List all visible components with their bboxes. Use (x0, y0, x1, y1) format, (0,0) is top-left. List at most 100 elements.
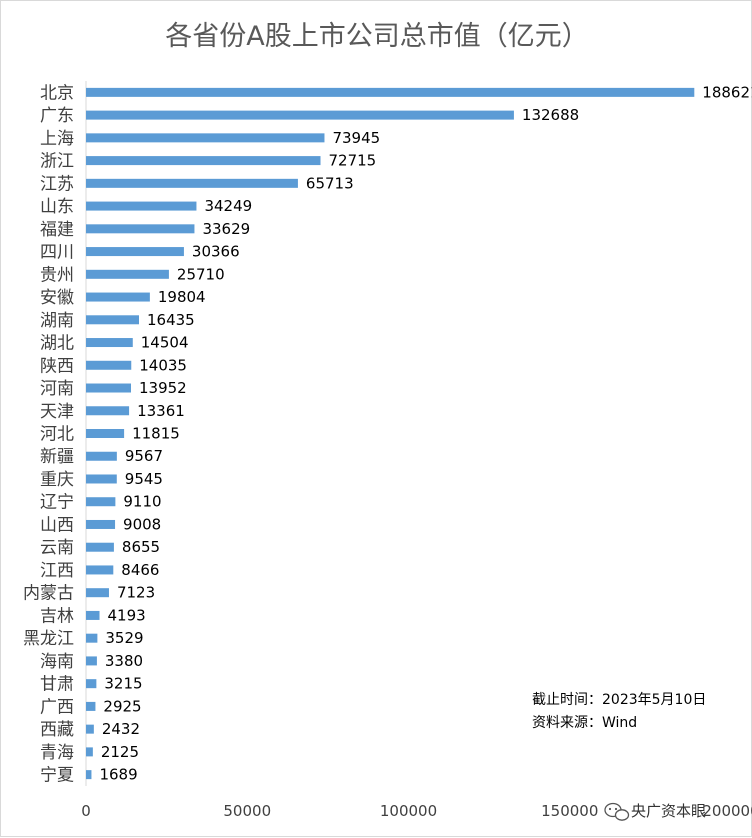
value-label: 16435 (147, 311, 195, 329)
bar (86, 633, 98, 643)
value-label: 132688 (522, 106, 579, 124)
x-axis-ticks: 0 50000 100000 150000 200000 (81, 802, 752, 820)
value-label: 14504 (141, 334, 189, 352)
value-label: 4193 (108, 606, 146, 624)
bar (86, 156, 321, 166)
bar (86, 497, 116, 507)
category-label: 河南 (40, 379, 74, 399)
category-label: 云南 (40, 538, 74, 558)
watermark-text: 央广资本眼 (631, 802, 706, 820)
value-label: 34249 (204, 197, 252, 215)
category-label: 湖南 (40, 311, 74, 331)
value-label: 13952 (139, 379, 187, 397)
value-label: 65713 (306, 174, 354, 192)
wechat-icon (604, 802, 630, 821)
value-label: 9008 (123, 515, 161, 533)
bar (86, 770, 92, 780)
category-label: 河北 (40, 425, 74, 445)
bar (86, 406, 130, 416)
value-label: 19804 (158, 288, 206, 306)
category-labels: 北京广东上海浙江江苏山东福建四川贵州安徽湖南湖北陕西河南天津河北新疆重庆辽宁山西… (23, 83, 74, 785)
category-label: 安徽 (40, 288, 74, 308)
value-label: 73945 (332, 129, 380, 147)
value-label: 7123 (117, 584, 155, 602)
value-label: 9545 (125, 470, 163, 488)
value-label: 3529 (105, 629, 143, 647)
x-tick-label: 200000 (702, 802, 752, 820)
category-label: 山西 (40, 515, 74, 535)
value-label: 8466 (121, 561, 159, 579)
value-label: 8655 (122, 538, 160, 556)
bar (86, 610, 100, 620)
category-label: 四川 (40, 243, 74, 263)
category-label: 广西 (40, 697, 74, 717)
bar (86, 360, 132, 370)
category-label: 江西 (40, 561, 74, 581)
category-label: 湖北 (40, 334, 74, 354)
value-label: 72715 (329, 152, 377, 170)
bar (86, 565, 114, 575)
bar (86, 451, 117, 461)
value-label: 33629 (202, 220, 250, 238)
chart-title: 各省份A股上市公司总市值（亿元） (165, 21, 588, 52)
category-label: 贵州 (40, 265, 74, 285)
watermark: 央广资本眼 (604, 802, 706, 821)
bar (86, 201, 197, 211)
bars (86, 87, 695, 780)
source-note: 资料来源：Wind (532, 715, 637, 731)
bar (86, 656, 97, 666)
bar (86, 474, 117, 484)
bar (86, 178, 298, 188)
category-label: 青海 (40, 743, 74, 763)
x-tick-label: 100000 (380, 802, 437, 820)
date-note: 截止时间：2023年5月10日 (532, 692, 706, 708)
value-label: 9110 (123, 493, 161, 511)
bar (86, 429, 125, 438)
bar (86, 224, 195, 234)
bar (86, 701, 96, 711)
value-label: 13361 (137, 402, 185, 420)
category-label: 甘肃 (40, 675, 74, 695)
bar (86, 110, 514, 120)
category-label: 海南 (40, 652, 74, 672)
value-label: 25710 (177, 265, 225, 283)
category-label: 浙江 (40, 152, 74, 172)
x-tick-label: 0 (81, 802, 91, 820)
category-label: 北京 (40, 83, 74, 103)
bar (86, 133, 325, 143)
category-label: 山东 (40, 197, 74, 217)
bar (86, 747, 93, 757)
value-label: 9567 (125, 447, 163, 465)
bar (86, 679, 97, 689)
category-label: 陕西 (40, 356, 74, 376)
value-label: 11815 (132, 425, 180, 443)
value-label: 2432 (102, 720, 140, 738)
x-tick-label: 150000 (541, 802, 598, 820)
category-label: 新疆 (40, 447, 74, 467)
bar (86, 338, 133, 348)
value-label: 1689 (99, 766, 137, 784)
bar (86, 542, 114, 552)
value-label: 3215 (104, 675, 142, 693)
category-label: 重庆 (40, 470, 74, 490)
bar (86, 588, 109, 598)
category-label: 广东 (40, 106, 74, 126)
x-tick-label: 50000 (223, 802, 271, 820)
value-label: 14035 (139, 356, 187, 374)
category-label: 宁夏 (40, 766, 74, 786)
bar (86, 247, 184, 257)
bar (86, 292, 150, 302)
bar (86, 519, 116, 529)
category-label: 西藏 (40, 720, 74, 740)
category-label: 黑龙江 (23, 629, 74, 649)
value-label: 2125 (101, 743, 139, 761)
bar (86, 724, 94, 734)
category-label: 内蒙古 (23, 584, 74, 604)
bar (86, 269, 169, 279)
bar (86, 315, 140, 325)
value-label: 2925 (103, 697, 141, 715)
